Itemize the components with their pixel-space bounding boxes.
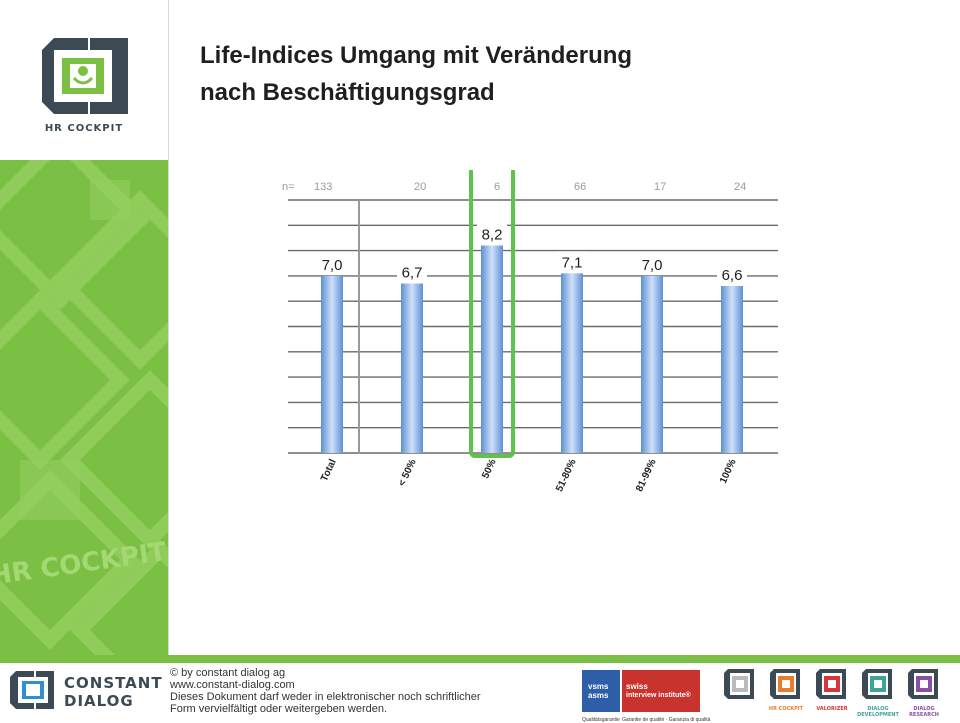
vsms-badge-line1: vsms [588, 682, 609, 691]
swiss-interview-institute-badge: swiss interview institute® Garantie de q… [622, 670, 710, 723]
value-label: 7,1 [562, 254, 583, 271]
hr-cockpit-logo-icon [42, 38, 128, 114]
vsms-badge-line2: asms [588, 691, 609, 700]
value-label-bg [717, 264, 747, 285]
product-logo-icon [908, 669, 938, 699]
sidebar-watermark-text: HR COCKPIT [0, 537, 168, 591]
copyright-text: © by constant dialog ag [170, 667, 286, 679]
value-label-bg [637, 253, 667, 274]
product-logo-label: VALORIZER [816, 706, 848, 712]
vsms-badge-caption: Qualitätsgarantie [582, 717, 620, 723]
footer: CONSTANT DIALOG © by constant dialog ag … [0, 663, 960, 723]
swiss-badge-line2: interview institute® [626, 692, 691, 699]
value-label: 7,0 [322, 257, 343, 274]
product-logo-icon [770, 669, 800, 699]
category-label: 100% [718, 458, 739, 486]
chart-gridlines [288, 199, 778, 454]
product-logo: DIALOG DEVELOPMENT [856, 667, 900, 718]
product-logo-label: DIALOG DEVELOPMENT [857, 706, 899, 718]
sidebar-pattern: HR COCKPIT [0, 160, 168, 655]
product-logo-icon [862, 669, 892, 699]
bar [561, 273, 583, 453]
hr-cockpit-logo: HR COCKPIT [38, 36, 130, 136]
product-logo: DIALOG RESEARCH [902, 667, 946, 718]
product-logo-label: DIALOG RESEARCH [909, 706, 939, 718]
bar [481, 245, 503, 453]
sidebar: HR COCKPIT HR COCKPIT [0, 0, 168, 655]
category-label: 50% [480, 458, 498, 481]
hr-cockpit-logo-label: HR COCKPIT [44, 123, 124, 134]
sample-size-value: 20 [414, 181, 426, 193]
sample-size-value: 133 [314, 181, 332, 193]
category-label: Total [319, 457, 339, 483]
category-label: < 50% [397, 458, 419, 489]
product-logo-icon [816, 669, 846, 699]
swiss-badge-line1: swiss [626, 682, 648, 691]
constant-dialog-logo-icon [10, 671, 54, 709]
sample-size-value: 6 [494, 181, 500, 193]
website-link[interactable]: www.constant-dialog.com [170, 679, 295, 691]
value-label: 6,7 [402, 264, 423, 281]
sample-size-row: n= 133 20 6 66 17 24 [282, 181, 746, 193]
footer-accent-line [0, 655, 960, 663]
company-name-line2: DIALOG [64, 692, 134, 710]
bar [721, 286, 743, 453]
value-label: 8,2 [482, 227, 503, 244]
swiss-badge-caption: Garantie de qualité · Garanzia di qualit… [622, 717, 711, 723]
sidebar-divider [168, 0, 169, 655]
sidebar-pattern-shapes: HR COCKPIT [0, 160, 168, 655]
product-logo [718, 667, 762, 717]
chart-bars: 7,0 Total 6,7 < 50% 8,2 50% 7,1 51-80% 7,0 81-99%… [317, 223, 747, 494]
value-label-bg [557, 251, 587, 272]
highlight-rect [469, 170, 515, 458]
category-label: 81-99% [634, 458, 659, 494]
product-logo: HR COCKPIT [764, 667, 808, 717]
sample-size-value: 17 [654, 181, 666, 193]
sample-size-prefix: n= [282, 181, 295, 193]
slide-title-line2: nach Beschäftigungsgrad [200, 79, 495, 106]
value-label: 6,6 [722, 267, 743, 284]
product-logo: VALORIZER [810, 667, 854, 717]
notice-line1: Dieses Dokument darf weder in elektronis… [170, 691, 481, 703]
product-logo-label: HR COCKPIT [768, 706, 804, 712]
value-label-bg [397, 261, 427, 282]
highlight-box [469, 170, 515, 458]
value-label-bg [477, 223, 507, 244]
value-label: 7,0 [642, 257, 663, 274]
slide-title-line1: Life-Indices Umgang mit Veränderung [200, 42, 633, 69]
sample-size-value: 66 [574, 181, 586, 193]
bar [641, 275, 663, 453]
value-label-bg [317, 253, 347, 274]
vsms-badge: vsms asms Qualitätsgarantie [582, 670, 620, 723]
company-name-line1: CONSTANT [64, 674, 163, 692]
product-logo-icon [724, 669, 754, 699]
bar [321, 275, 343, 453]
notice-line2: Form vervielfältigt oder weitergeben wer… [170, 703, 388, 715]
category-label: 51-80% [554, 458, 579, 494]
sample-size-value: 24 [734, 181, 746, 193]
bar [401, 283, 423, 453]
